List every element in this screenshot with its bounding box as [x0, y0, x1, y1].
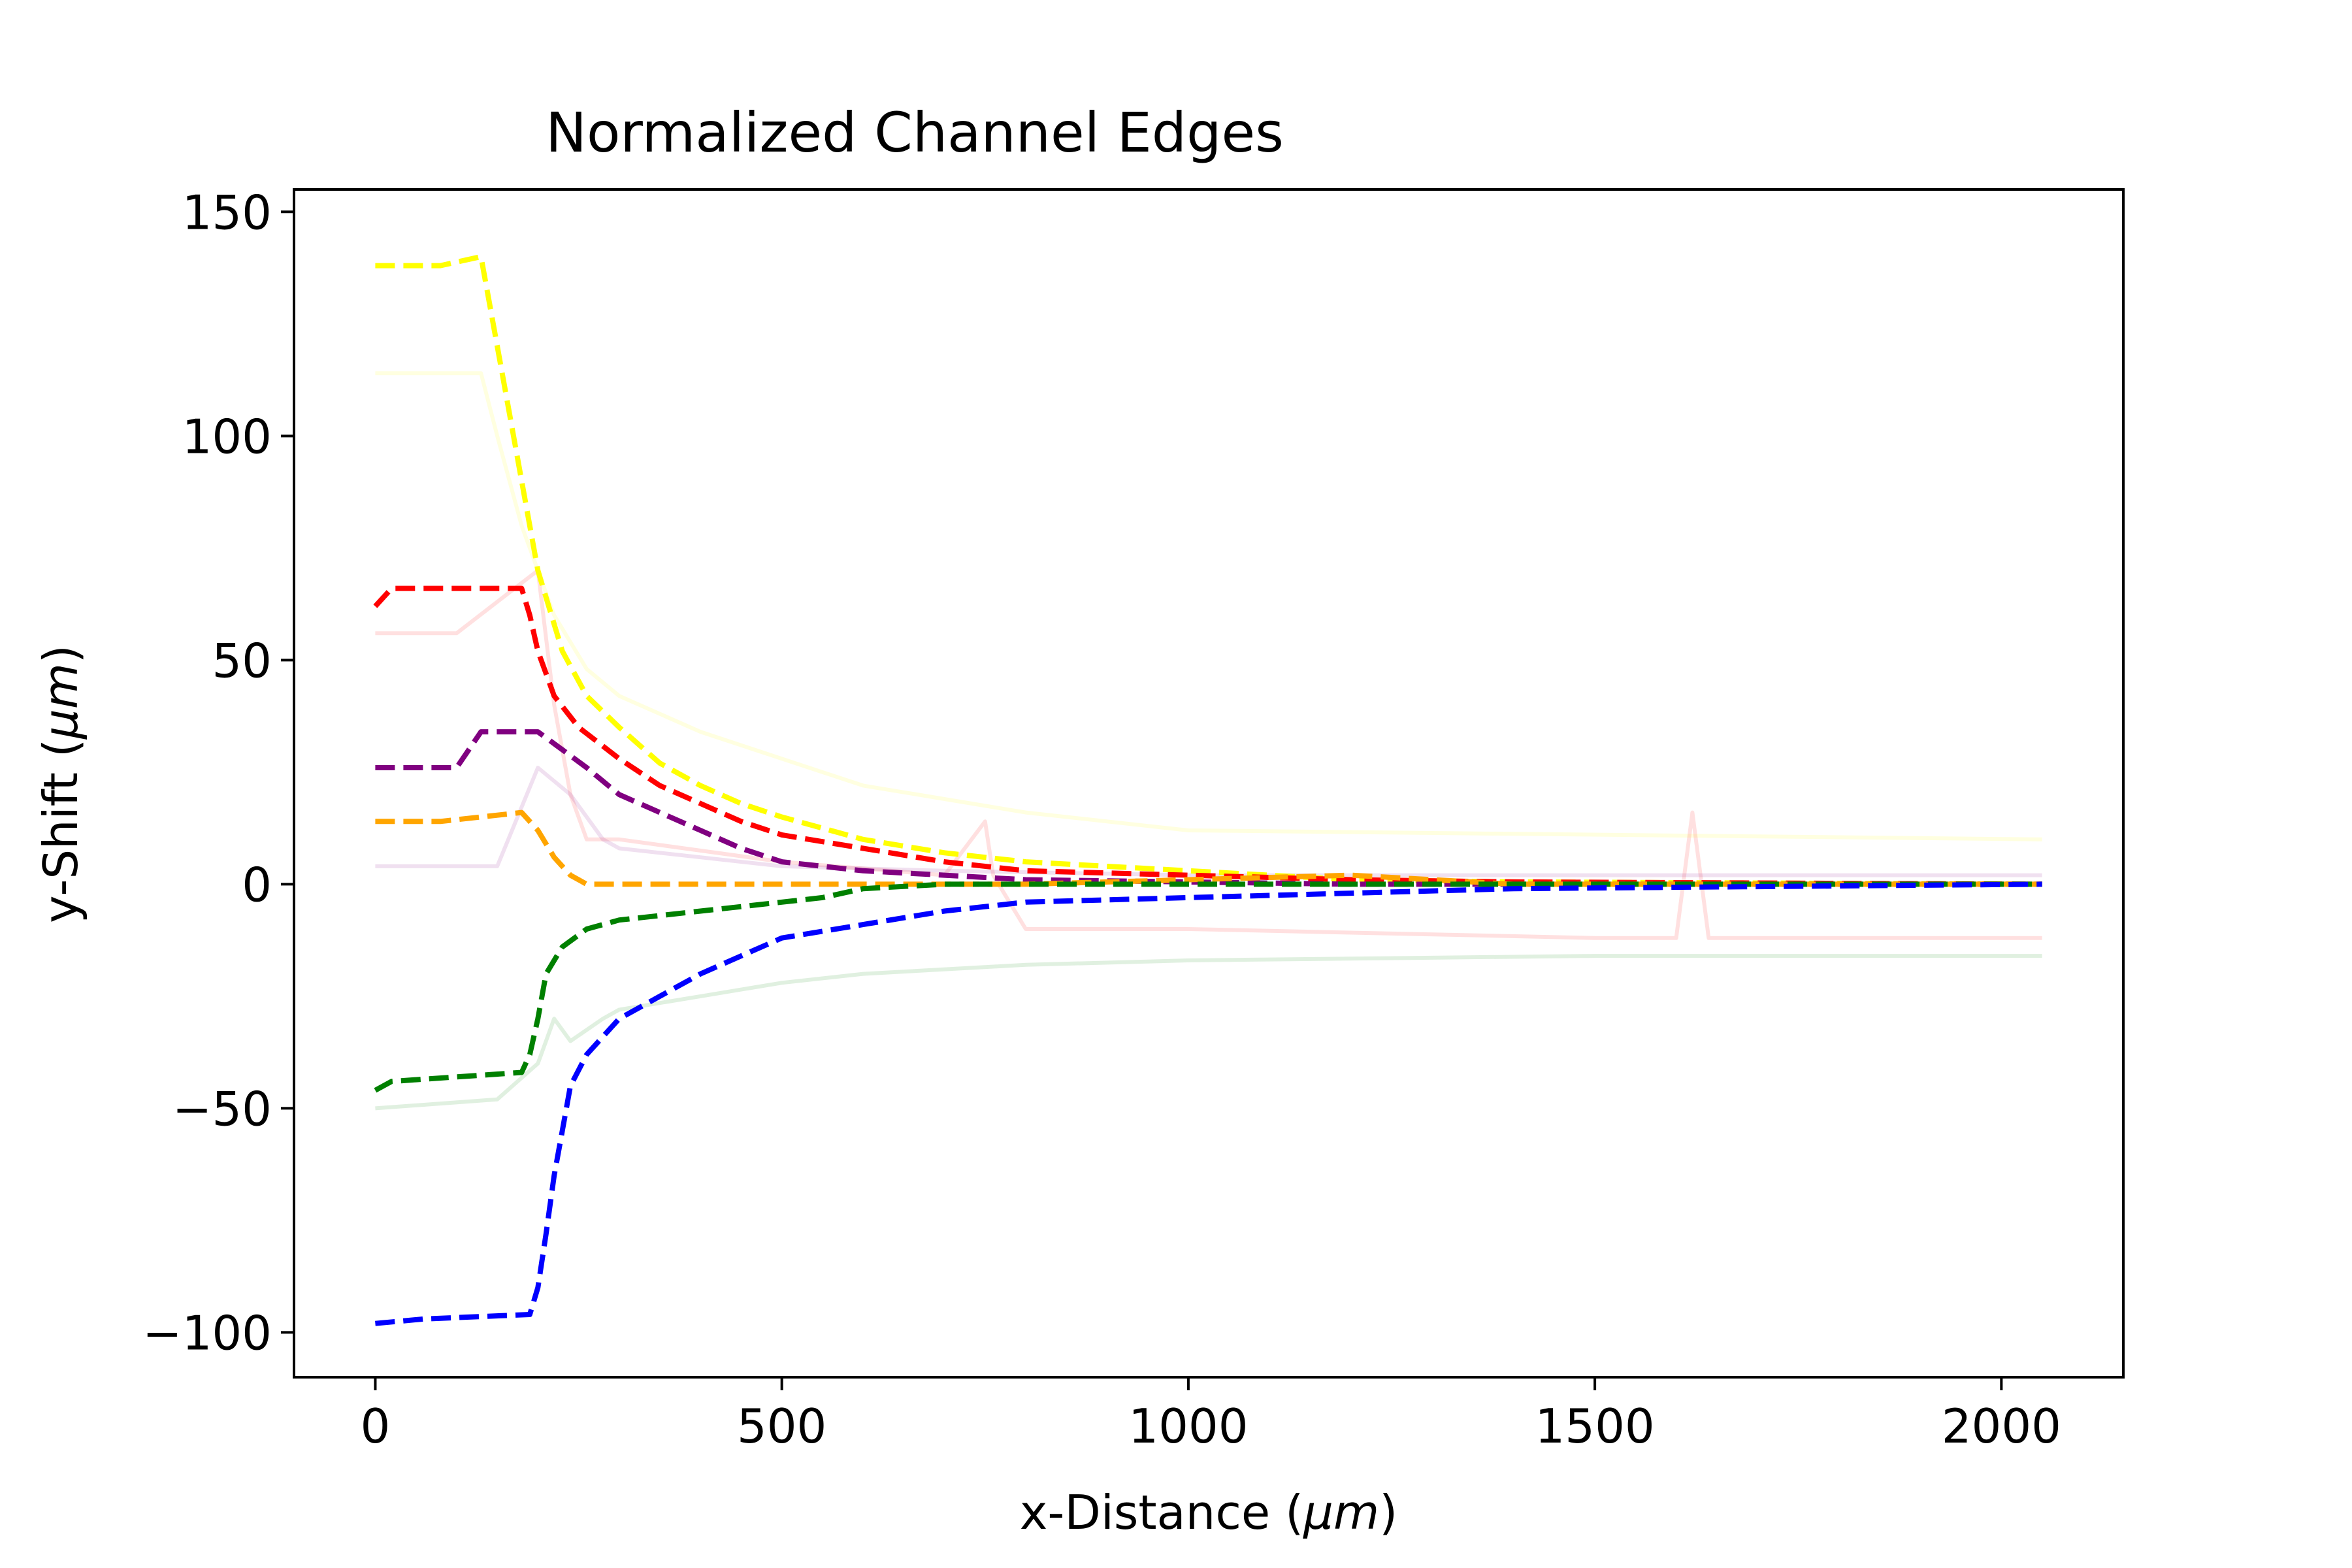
series-line-1	[373, 585, 2042, 887]
y-axis-label-unit: μm	[33, 663, 88, 740]
y-tick-label: 100	[182, 409, 272, 464]
x-axis-label-prefix: x-Distance (	[1020, 1485, 1303, 1540]
y-axis-ticks: −100 −50 0 50 100 150	[142, 185, 294, 1360]
y-axis-label-suffix: )	[33, 645, 88, 663]
series-line-0	[375, 253, 2042, 887]
x-tick-label: 500	[737, 1399, 826, 1454]
faint-trace-7	[375, 568, 2042, 940]
faint-trace-6	[375, 371, 2042, 841]
x-tick-label: 0	[361, 1399, 391, 1454]
faint-trace-9	[375, 954, 2042, 1111]
y-axis-label: y-Shift (μm)	[33, 645, 88, 923]
chart-title: Normalized Channel Edges	[546, 101, 1284, 165]
x-tick-label: 1500	[1535, 1399, 1654, 1454]
x-tick-label: 1000	[1128, 1399, 1248, 1454]
x-axis-label-suffix: )	[1379, 1485, 1397, 1540]
y-axis-label-prefix: y-Shift (	[33, 739, 88, 923]
x-axis-label-unit: μm	[1303, 1485, 1379, 1540]
x-tick-label: 2000	[1942, 1399, 2061, 1454]
y-tick-label: 50	[212, 633, 272, 688]
y-tick-label: −100	[142, 1305, 272, 1360]
y-tick-label: 150	[182, 185, 272, 240]
plot-frame	[293, 188, 2125, 1379]
y-tick-label: 0	[242, 857, 272, 912]
plot-lines	[373, 253, 2042, 1326]
faint-trace-8	[375, 766, 2042, 877]
series-line-2	[375, 729, 2042, 887]
y-tick-label: −50	[172, 1081, 272, 1136]
x-axis-ticks: 0 500 1000 1500 2000	[361, 1377, 2061, 1454]
x-axis-label: x-Distance (μm)	[1020, 1485, 1397, 1540]
series-line-5	[375, 881, 2042, 1326]
series-line-4	[374, 881, 2042, 1093]
series-line-3	[375, 809, 2042, 887]
